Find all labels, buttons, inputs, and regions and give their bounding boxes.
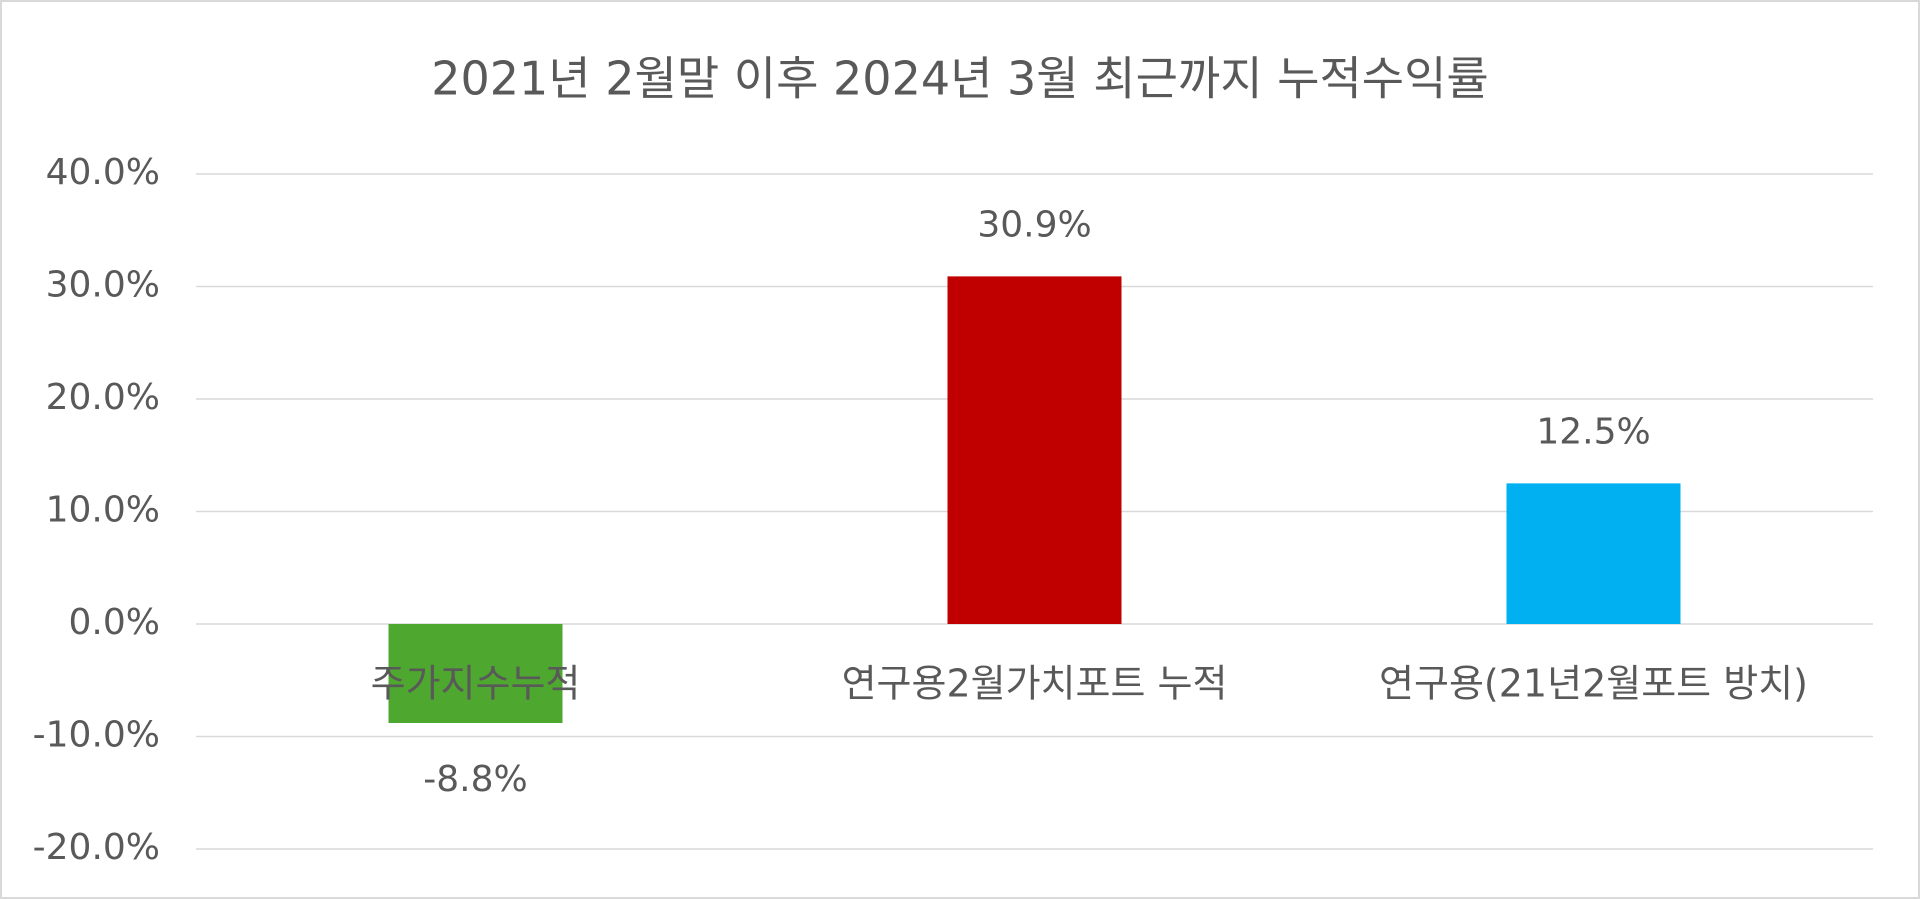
y-tick-label: 40.0% bbox=[46, 152, 160, 193]
bar bbox=[947, 276, 1122, 624]
y-tick-label: 0.0% bbox=[69, 602, 160, 643]
x-tick-label: 연구용(21년2월포트 방치) bbox=[1379, 662, 1808, 706]
chart-title: 2021년 2월말 이후 2024년 3월 최근까지 누적수익률 bbox=[431, 52, 1489, 106]
y-tick-label: -10.0% bbox=[33, 715, 160, 756]
value-label: -8.8% bbox=[423, 759, 527, 800]
bar bbox=[388, 624, 563, 723]
value-label: 12.5% bbox=[1536, 411, 1650, 452]
x-tick-label: 연구용2월가치포트 누적 bbox=[842, 662, 1228, 706]
x-tick-label: 주가지수누적 bbox=[371, 662, 581, 706]
y-tick-label: 20.0% bbox=[46, 377, 160, 418]
y-tick-label: 10.0% bbox=[46, 490, 160, 531]
bar bbox=[1506, 483, 1681, 624]
value-label: 30.9% bbox=[977, 204, 1091, 245]
y-tick-label: -20.0% bbox=[33, 827, 160, 868]
y-tick-label: 30.0% bbox=[46, 265, 160, 306]
